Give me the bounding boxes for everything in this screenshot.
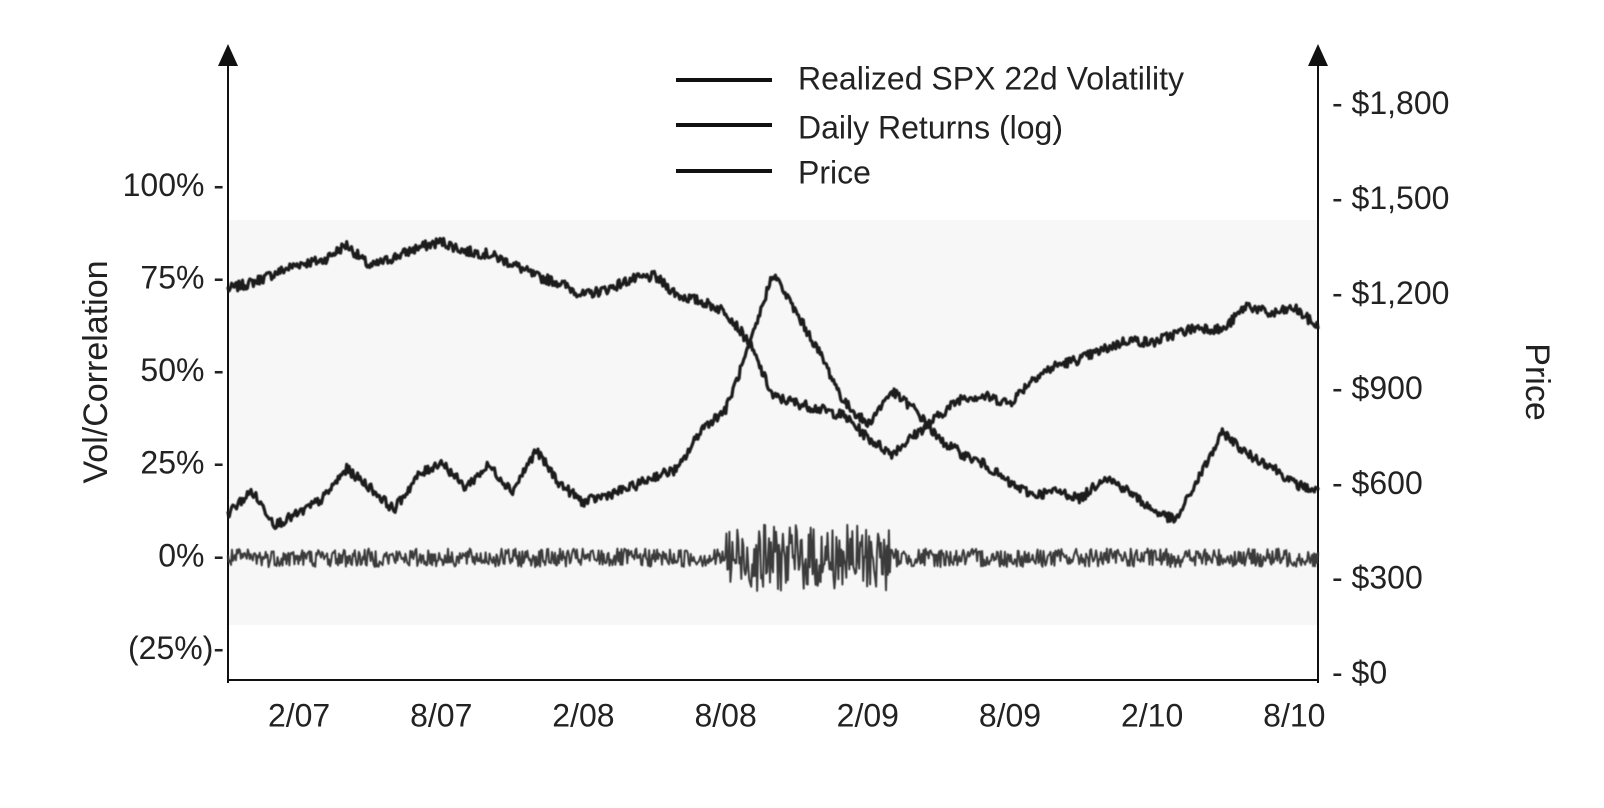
series-line-volatility: [226, 273, 1320, 531]
legend-label-volatility: Realized SPX 22d Volatility: [798, 60, 1184, 96]
x-tick-label: 2/07: [268, 697, 330, 733]
left-tick-label: 50% -: [140, 352, 224, 388]
right-tick-label: - $1,500: [1332, 180, 1449, 216]
series-line-daily-returns: [227, 523, 1319, 592]
x-tick-label: 8/08: [694, 697, 756, 733]
right-tick-label: - $300: [1332, 560, 1423, 596]
left-tick-label: 0% -: [158, 537, 224, 573]
right-axis-arrow: [1308, 44, 1328, 66]
left-tick-label: 100% -: [123, 167, 224, 203]
left-tick-label: 75% -: [140, 260, 224, 296]
right-tick-label: - $900: [1332, 370, 1423, 406]
left-axis-title: Vol/Correlation: [77, 260, 115, 483]
left-tick-label: 25% -: [140, 445, 224, 481]
x-tick-label: 2/08: [552, 697, 614, 733]
legend-label-price: Price: [798, 154, 871, 190]
left-axis-arrow: [218, 44, 238, 66]
right-tick-label: - $0: [1332, 655, 1387, 691]
right-tick-label: - $600: [1332, 465, 1423, 501]
left-axis-ticks: (25%)- 0% - 25% - 50% - 75% - 100% -: [123, 167, 224, 666]
x-tick-label: 2/10: [1121, 697, 1183, 733]
series-line-price: [226, 236, 1320, 460]
x-tick-label: 8/10: [1263, 697, 1325, 733]
right-axis-title: Price: [1518, 343, 1556, 420]
left-tick-label: (25%)-: [128, 630, 224, 666]
x-axis-ticks: 2/07 8/07 2/08 8/08 2/09 8/09 2/10 8/10: [268, 697, 1325, 733]
legend: Realized SPX 22d Volatility Daily Return…: [676, 60, 1184, 190]
x-tick-label: 8/07: [410, 697, 472, 733]
x-tick-label: 8/09: [979, 697, 1041, 733]
x-tick-label: 2/09: [837, 697, 899, 733]
right-axis-ticks: - $0 - $300 - $600 - $900 - $1,200 - $1,500 - …: [1332, 85, 1449, 691]
series-layer: [226, 236, 1320, 592]
right-tick-label: - $1,800: [1332, 85, 1449, 121]
legend-label-returns: Daily Returns (log): [798, 109, 1063, 145]
right-tick-label: - $1,200: [1332, 275, 1449, 311]
